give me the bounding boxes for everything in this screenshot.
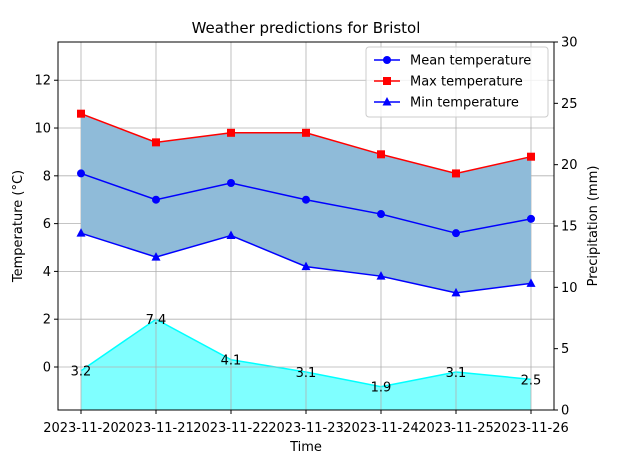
precipitation-data-label: 1.9	[371, 381, 392, 396]
min-temperature-point	[76, 228, 86, 237]
y2-tick-label: 5	[561, 342, 569, 357]
max-temperature-series	[77, 109, 535, 178]
precipitation-data-label: 2.5	[521, 373, 542, 388]
y2-tick-label: 20	[561, 158, 578, 173]
y2-tick-label: 0	[561, 404, 569, 419]
x-tick-label: 2023-11-24	[343, 421, 419, 436]
legend-label-mean-temperature: Mean temperature	[410, 54, 531, 69]
y-tick-label: 0	[43, 360, 51, 375]
mean-temperature-point	[77, 169, 85, 178]
chart-title: Weather predictions for Bristol	[192, 19, 421, 37]
y2-tick-label: 10	[561, 281, 578, 296]
max-temperature-point	[152, 138, 160, 147]
y2-axis-label: Precipitation (mm)	[586, 166, 601, 287]
legend-marker-min-temperature	[382, 97, 392, 106]
y2-tick-label: 15	[561, 220, 578, 235]
x-axis-label: Time	[289, 440, 322, 455]
y-tick-label: 8	[43, 169, 51, 184]
y-tick-label: 2	[43, 313, 51, 328]
legend-box	[365, 46, 549, 118]
legend-label-min-temperature: Min temperature	[410, 96, 519, 111]
min-temperature-series	[76, 228, 536, 297]
y2-tick-label: 25	[561, 97, 578, 112]
x-tick-label: 2023-11-22	[193, 421, 269, 436]
legend-marker-mean-temperature	[383, 56, 391, 64]
mean-temperature-point	[152, 195, 160, 204]
precipitation-data-label: 4.1	[221, 354, 242, 369]
y2-tick-label: 30	[561, 36, 578, 51]
precipitation-data-label: 3.2	[71, 365, 92, 380]
min-temperature-point	[226, 230, 236, 240]
precipitation-area	[81, 319, 531, 410]
legend-label-max-temperature: Max temperature	[410, 75, 523, 90]
max-temperature-point	[452, 169, 460, 178]
mean-temperature-point	[527, 214, 535, 223]
max-temperature-point	[527, 152, 535, 161]
y-axis-label: Temperature (°C)	[11, 170, 26, 283]
max-temperature-point	[77, 109, 85, 118]
precipitation-data-label: 7.4	[146, 313, 167, 328]
x-tick-label: 2023-11-20	[43, 421, 119, 436]
y-tick-label: 10	[34, 122, 51, 137]
legend-marker-max-temperature	[383, 77, 391, 85]
y-tick-label: 6	[43, 217, 51, 232]
x-tick-label: 2023-11-26	[493, 421, 569, 436]
mean-temperature-series	[77, 169, 535, 238]
mean-temperature-point	[227, 178, 235, 187]
mean-temperature-point	[302, 195, 310, 204]
precipitation-data-label: 3.1	[446, 366, 467, 381]
max-temperature-point	[227, 128, 235, 137]
mean-temperature-point	[452, 229, 460, 238]
min-temperature-point	[526, 278, 536, 287]
max-temperature-point	[377, 150, 385, 159]
y-tick-label: 12	[34, 74, 51, 89]
x-tick-label: 2023-11-21	[118, 421, 194, 436]
min-temperature-point	[376, 271, 386, 280]
min-temperature-point	[301, 261, 311, 271]
y-tick-label: 4	[43, 265, 51, 280]
mean-temperature-point	[377, 210, 385, 219]
min-temperature-point	[151, 252, 161, 261]
x-tick-label: 2023-11-23	[268, 421, 344, 436]
precipitation-data-label: 3.1	[296, 366, 317, 381]
min-temperature-point	[451, 287, 461, 297]
x-tick-label: 2023-11-25	[418, 421, 494, 436]
max-temperature-point	[302, 128, 310, 137]
